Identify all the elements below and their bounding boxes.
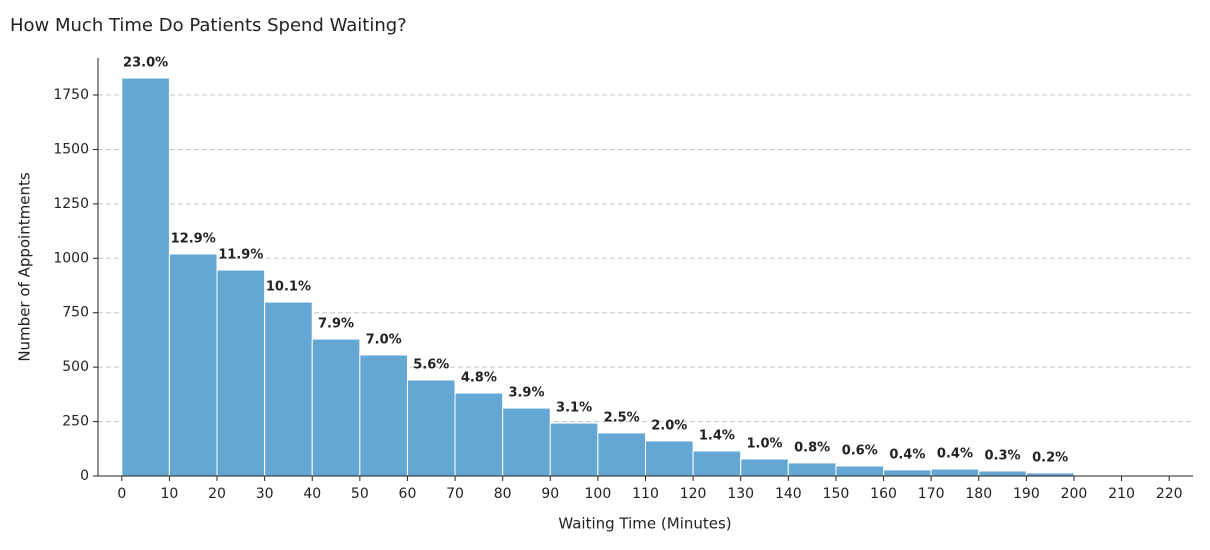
y-tick-label: 500: [62, 359, 89, 375]
data-label: 5.6%: [413, 357, 449, 372]
data-label: 0.8%: [794, 440, 830, 455]
x-tick-label: 0: [117, 486, 126, 502]
x-tick-label: 110: [632, 486, 659, 502]
x-tick-label: 10: [160, 486, 178, 502]
x-tick-label: 90: [541, 486, 559, 502]
x-axis-label: Waiting Time (Minutes): [558, 515, 731, 533]
x-tick-label: 80: [494, 486, 512, 502]
bar: [359, 354, 408, 477]
data-label: 11.9%: [218, 248, 263, 263]
x-tick-label: 220: [1156, 486, 1183, 502]
bar: [406, 379, 456, 477]
data-label: 0.4%: [889, 447, 925, 462]
x-tick-label: 160: [870, 486, 897, 502]
y-tick-label: 750: [62, 305, 89, 321]
bar: [311, 338, 361, 477]
data-label: 4.8%: [461, 371, 497, 386]
x-tick-label: 200: [1061, 486, 1088, 502]
bar: [930, 468, 980, 477]
bar: [264, 301, 313, 477]
x-tick-label: 50: [351, 486, 369, 502]
y-tick-label: 1500: [53, 141, 89, 157]
data-label: 23.0%: [123, 56, 168, 71]
x-tick-label: 170: [918, 486, 945, 502]
x-tick-label: 190: [1013, 486, 1040, 502]
x-tick-label: 130: [727, 486, 754, 502]
bar: [549, 422, 599, 477]
x-tick-label: 140: [775, 486, 802, 502]
data-label: 7.0%: [366, 332, 402, 347]
bar: [645, 440, 694, 477]
bar: [502, 407, 551, 477]
data-label: 3.1%: [556, 401, 592, 416]
bar: [597, 432, 646, 477]
y-tick-label: 1750: [53, 87, 89, 103]
data-label: 1.4%: [699, 428, 735, 443]
data-label: 0.3%: [985, 448, 1021, 463]
chart-title: How Much Time Do Patients Spend Waiting?: [10, 15, 407, 36]
x-tick-label: 120: [680, 486, 707, 502]
bar: [835, 465, 885, 477]
data-label: 7.9%: [318, 317, 354, 332]
data-label: 10.1%: [266, 280, 311, 295]
data-label: 0.6%: [842, 443, 878, 458]
x-tick-label: 100: [585, 486, 612, 502]
x-tick-label: 70: [446, 486, 464, 502]
y-tick-label: 0: [80, 468, 89, 484]
bar: [978, 470, 1027, 477]
bar: [883, 469, 932, 477]
data-label: 1.0%: [746, 437, 782, 452]
x-tick-label: 180: [965, 486, 992, 502]
x-tick-label: 40: [303, 486, 321, 502]
data-label: 2.5%: [604, 410, 640, 425]
x-tick-label: 30: [256, 486, 274, 502]
y-tick-label: 250: [62, 414, 89, 430]
bar: [787, 462, 837, 477]
bar: [692, 450, 742, 477]
data-label: 12.9%: [171, 231, 216, 246]
bar: [454, 392, 504, 477]
y-tick-label: 1000: [53, 250, 89, 266]
data-label: 2.0%: [651, 418, 687, 433]
data-label: 3.9%: [508, 386, 544, 401]
data-label: 0.2%: [1032, 450, 1068, 465]
bar: [121, 77, 170, 477]
y-axis-label: Number of Appointments: [16, 172, 34, 362]
bar: [740, 458, 789, 477]
bar: [168, 253, 218, 477]
x-tick-label: 150: [823, 486, 850, 502]
y-tick-label: 1250: [53, 196, 89, 212]
data-label: 0.4%: [937, 447, 973, 462]
x-tick-label: 60: [399, 486, 417, 502]
bar: [216, 269, 266, 477]
x-tick-label: 20: [208, 486, 226, 502]
x-tick-label: 210: [1108, 486, 1135, 502]
